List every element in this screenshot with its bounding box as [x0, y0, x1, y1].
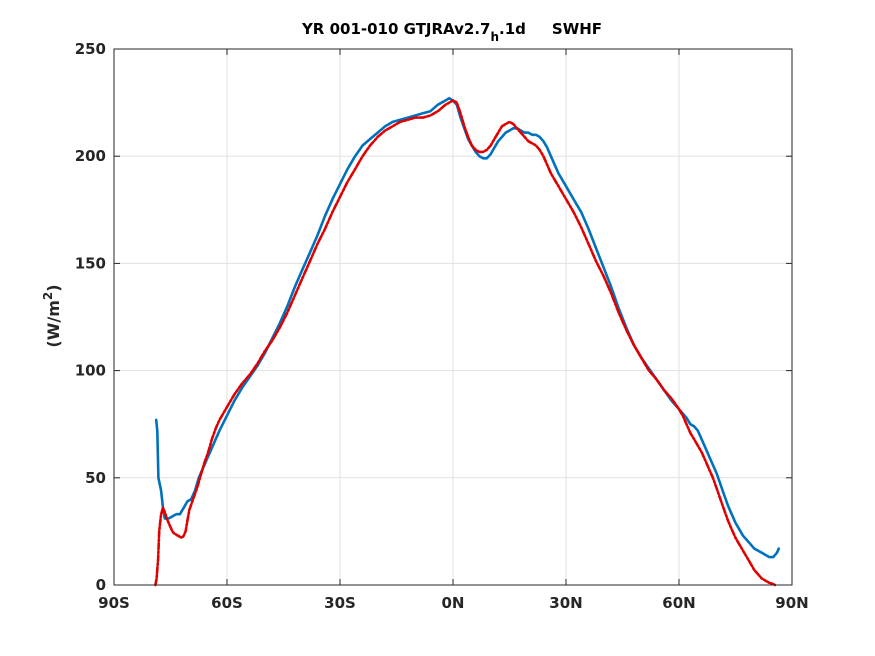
series-line-2 — [154, 99, 777, 587]
x-tick-label: 60S — [211, 594, 243, 612]
y-tick-label: 100 — [75, 362, 106, 380]
chart-title-subscript: h — [490, 30, 499, 44]
series-lines — [154, 97, 781, 587]
tick-marks — [113, 48, 793, 586]
y-axis-label: (W/m2) — [41, 284, 63, 347]
y-tick-label: 200 — [75, 147, 106, 165]
x-tick-label: 90N — [775, 594, 808, 612]
y-tick-labels: 0 50 100 150 200 250 — [75, 40, 106, 594]
x-tick-labels: 90S 60S 30S 0N 30N 60N 90N — [98, 594, 809, 612]
y-tick-label: 250 — [75, 40, 106, 58]
chart-title-main: YR 001-010 GTJRAv2.7 — [301, 20, 491, 38]
x-tick-label: 60N — [662, 594, 695, 612]
x-tick-label: 30S — [324, 594, 356, 612]
x-tick-label: 0N — [442, 594, 465, 612]
y-axis-label-base: (W/m — [44, 300, 63, 347]
y-axis-label-close: ) — [44, 284, 63, 291]
x-tick-label: 90S — [98, 594, 130, 612]
y-tick-label: 50 — [85, 469, 106, 487]
chart-title: YR 001-010 GTJRAv2.7h.1d SWHF — [301, 20, 602, 44]
y-tick-label: 0 — [96, 576, 106, 594]
chart-title-field: SWHF — [552, 20, 602, 38]
y-axis-label-superscript: 2 — [41, 292, 55, 300]
x-tick-label: 30N — [549, 594, 582, 612]
y-tick-label: 150 — [75, 254, 106, 272]
chart-title-suffix: .1d — [499, 20, 526, 38]
series-line-1 — [154, 97, 781, 559]
